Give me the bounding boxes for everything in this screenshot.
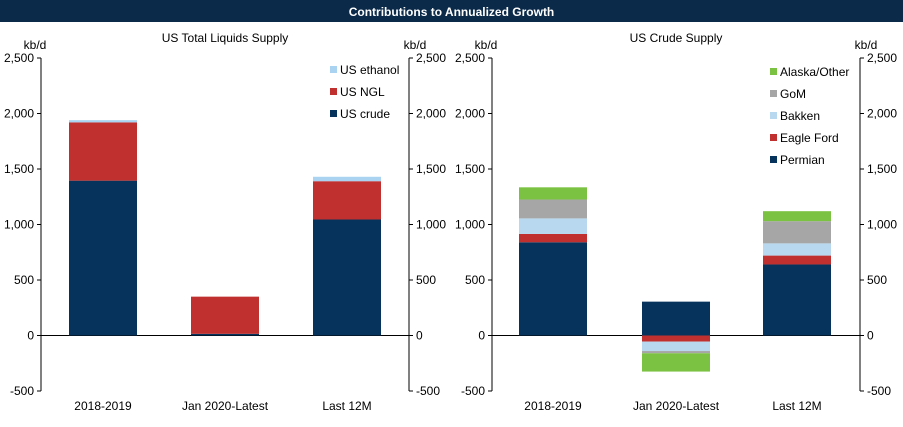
liquids-category-label: Last 12M [322,399,371,413]
liquids-category-label: Jan 2020-Latest [182,399,269,413]
liquids-legend-label: US crude [340,107,390,121]
crude-legend-swatch [770,112,777,119]
liquids-bar-us-ngl [313,181,381,220]
liquids-left-tick-label: 500 [14,273,34,287]
liquids-right-tick-label: 0 [416,329,423,343]
liquids-right-tick-label: 500 [416,273,436,287]
crude-category-label: 2018-2019 [524,399,582,413]
crude-bar-bakken [642,341,710,352]
liquids-bar-us-ngl [69,122,137,181]
crude-right-axis-label: kb/d [855,38,878,52]
crude-right-tick-label: 1,500 [867,162,897,176]
liquids-legend-swatch [330,66,337,73]
crude-category-label: Jan 2020-Latest [633,399,720,413]
crude-bar-permian [642,301,710,336]
liquids-left-tick-label: -500 [10,384,34,398]
crude-legend-label: GoM [780,87,806,101]
chart-header: Contributions to Annualized Growth [0,0,903,22]
crude-bar-alaska-other [763,211,831,222]
crude-left-tick-label: 2,000 [455,107,485,121]
crude-left-tick-label: 2,500 [455,51,485,65]
crude-left-tick-label: 1,000 [455,218,485,232]
liquids-legend-swatch [330,110,337,117]
crude-bar-permian [763,264,831,336]
crude-left-tick-label: -500 [461,384,485,398]
crude-chart-title: US Crude Supply [630,31,723,45]
crude-right-tick-label: -500 [867,384,891,398]
crude-right-tick-label: 2,000 [867,107,897,121]
liquids-category-label: 2018-2019 [74,399,132,413]
liquids-legend-label: US NGL [340,85,385,99]
crude-bar-gom [519,199,587,219]
liquids-right-tick-label: -500 [416,384,440,398]
liquids-left-tick-label: 1,500 [4,162,34,176]
crude-bar-alaska-other [642,353,710,372]
crude-legend-label: Alaska/Other [780,65,849,79]
liquids-right-tick-label: 1,000 [416,218,446,232]
liquids-legend-swatch [330,88,337,95]
crude-left-tick-label: 500 [465,273,485,287]
crude-legend-swatch [770,134,777,141]
liquids-right-tick-label: 1,500 [416,162,446,176]
crude-right-tick-label: 1,000 [867,218,897,232]
crude-legend-label: Bakken [780,109,820,123]
liquids-bar-us-ethanol [313,176,381,182]
liquids-left-tick-label: 1,000 [4,218,34,232]
crude-bar-gom [763,221,831,244]
crude-bar-eagle-ford [519,233,587,243]
liquids-right-tick-label: 2,500 [416,51,446,65]
liquids-bar-us-crude [313,219,381,336]
liquids-bar-us-crude [191,333,259,336]
liquids-left-tick-label: 0 [27,329,34,343]
crude-bar-gom [642,351,710,354]
liquids-left-tick-label: 2,500 [4,51,34,65]
crude-legend-label: Eagle Ford [780,131,839,145]
crude-bar-bakken [763,243,831,256]
crude-right-tick-label: 0 [867,329,874,343]
liquids-bar-us-crude [69,180,137,336]
crude-left-axis-label: kb/d [475,38,498,52]
crude-legend-label: Permian [780,153,825,167]
liquids-bar-us-ngl [191,296,259,334]
crude-right-tick-label: 2,500 [867,51,897,65]
liquids-right-tick-label: 2,000 [416,107,446,121]
liquids-right-axis-label: kb/d [404,38,427,52]
crude-bar-eagle-ford [642,335,710,342]
liquids-left-axis-label: kb/d [24,38,47,52]
liquids-chart-title: US Total Liquids Supply [162,31,289,45]
crude-category-label: Last 12M [772,399,821,413]
crude-left-tick-label: 0 [478,329,485,343]
liquids-left-tick-label: 2,000 [4,107,34,121]
crude-bar-eagle-ford [763,255,831,265]
liquids-legend-label: US ethanol [340,63,399,77]
crude-legend-swatch [770,156,777,163]
crude-legend-swatch [770,90,777,97]
crude-bar-permian [519,242,587,336]
crude-right-tick-label: 500 [867,273,887,287]
crude-left-tick-label: 1,500 [455,162,485,176]
crude-bar-alaska-other [519,187,587,200]
liquids-bar-us-ethanol [69,120,137,123]
crude-legend-swatch [770,68,777,75]
crude-bar-bakken [519,218,587,234]
